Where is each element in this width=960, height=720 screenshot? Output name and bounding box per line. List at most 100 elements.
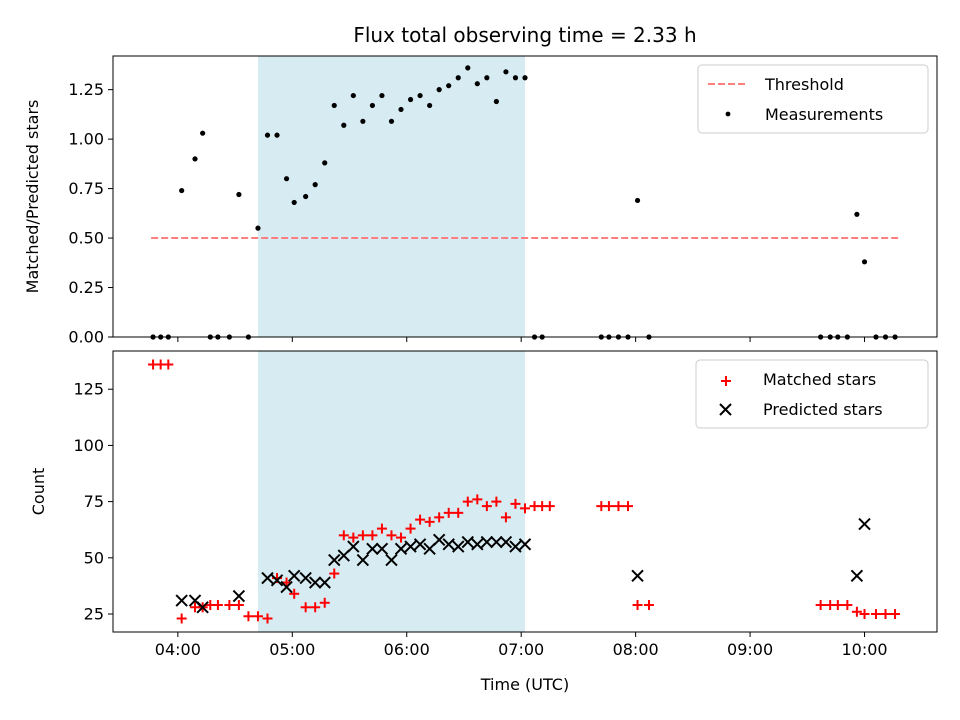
matched-star-point <box>870 609 881 620</box>
measurement-point <box>291 199 297 206</box>
predicted-star-point <box>423 542 436 556</box>
matched-star-point <box>890 609 901 620</box>
bottom-y-axis-label: Count <box>29 468 48 516</box>
matched-star-point <box>603 501 614 512</box>
measurement-point <box>179 187 185 194</box>
predicted-star-point <box>490 535 503 549</box>
measurement-point <box>331 102 337 109</box>
predicted-star-point <box>175 594 188 607</box>
bottom-axes-frame <box>112 350 938 633</box>
bottom-shaded-interval <box>257 351 525 632</box>
x-tick-label: 04:00 <box>155 640 201 659</box>
top-y-tick-label: 0.75 <box>68 179 104 198</box>
measurement-point <box>512 75 519 81</box>
measurement-point <box>427 102 433 109</box>
matched-star-point <box>338 530 349 541</box>
x-tick-label: 05:00 <box>269 640 315 659</box>
measurement-points <box>150 65 898 340</box>
matched-star-point <box>851 606 862 617</box>
predicted-star-point <box>518 538 532 551</box>
top-legend: Threshold Measurements <box>697 64 929 134</box>
bottom-x-ticks: 04:00 05:00 06:00 07:00 08:00 09:00 10:00 <box>155 632 888 659</box>
predicted-star-point <box>261 571 274 585</box>
x-tick-label: 06:00 <box>384 640 430 659</box>
predicted-star-point <box>461 535 474 549</box>
measurement-point <box>369 102 376 109</box>
matched-star-point <box>544 501 555 512</box>
matched-star-point <box>500 512 511 523</box>
count-points <box>148 359 901 624</box>
matched-star-point <box>434 512 445 523</box>
predicted-star-point <box>337 549 351 562</box>
matched-star-point <box>252 611 263 622</box>
matched-star-point <box>243 611 254 622</box>
matched-star-point <box>405 523 416 534</box>
predicted-star-point <box>196 601 209 614</box>
top-y-ticks: 0.00 0.25 0.50 0.75 1.00 1.25 <box>68 80 113 347</box>
measurement-point <box>200 130 206 136</box>
matched-star-point <box>348 532 359 543</box>
measurement-point <box>436 87 442 93</box>
predicted-star-point <box>442 538 455 551</box>
matched-star-point <box>510 498 521 509</box>
matched-star-point <box>842 600 853 611</box>
predicted-legend-swatch <box>719 403 732 416</box>
bottom-y-ticks: 25 50 75 100 125 <box>73 380 113 624</box>
predicted-star-point <box>452 540 465 553</box>
measurement-point <box>446 83 452 89</box>
measurement-point <box>192 156 198 162</box>
top-y-tick-label: 1.25 <box>68 80 104 99</box>
measurement-point <box>503 69 509 75</box>
predicted-star-point <box>280 580 293 594</box>
predicted-star-point <box>499 535 513 549</box>
legend-measurements-label: Measurements <box>765 105 883 124</box>
matched-star-point <box>212 600 223 611</box>
matched-star-point <box>396 532 407 543</box>
measurement-point <box>854 211 860 217</box>
predicted-star-point <box>270 574 284 587</box>
matched-star-point <box>415 514 426 525</box>
measurements-legend-swatch <box>725 111 731 117</box>
top-y-tick-label: 1.00 <box>68 130 104 149</box>
top-y-tick-label: 0.50 <box>68 229 104 248</box>
measurement-point <box>861 259 868 265</box>
predicted-star-point <box>375 542 389 556</box>
predicted-star-point <box>432 533 446 547</box>
matched-star-point <box>815 600 826 611</box>
matched-star-point <box>357 530 368 541</box>
predicted-star-point <box>308 576 322 589</box>
x-axis-label: Time (UTC) <box>480 675 569 694</box>
matched-star-point <box>481 501 492 512</box>
predicted-star-point <box>471 538 484 551</box>
matched-star-point <box>224 600 235 611</box>
measurement-point <box>360 118 366 124</box>
matched-star-point <box>880 609 891 620</box>
predicted-star-point <box>328 553 341 567</box>
x-tick-label: 07:00 <box>498 640 544 659</box>
top-y-axis-label: Matched/Predicted stars <box>23 100 42 294</box>
matched-star-point <box>472 494 483 505</box>
predicted-star-point <box>385 553 398 567</box>
measurement-point <box>522 75 528 81</box>
bottom-legend: Matched stars Predicted stars <box>695 359 929 429</box>
matched-star-point <box>443 507 454 518</box>
matched-star-point <box>310 602 321 613</box>
measurement-point <box>303 193 309 200</box>
predicted-star-point <box>509 540 522 553</box>
measurement-point <box>484 75 490 81</box>
top-panel: 0.00 0.25 0.50 0.75 1.00 1.25 Flux total obse… <box>23 23 938 347</box>
top-legend-box <box>697 64 929 134</box>
chart-title: Flux total observing time = 2.33 h <box>353 23 696 47</box>
predicted-star-point <box>318 576 331 589</box>
matched-star-point <box>613 501 624 512</box>
measurement-point <box>264 132 271 138</box>
matched-star-point <box>262 613 273 624</box>
x-tick-label: 09:00 <box>727 640 773 659</box>
matched-star-point <box>632 600 643 611</box>
predicted-star-point <box>404 540 417 553</box>
matched-legend-swatch <box>721 376 731 386</box>
measurement-point <box>379 92 385 99</box>
matched-star-point <box>386 530 397 541</box>
legend-predicted-label: Predicted stars <box>763 400 883 419</box>
measurement-point <box>474 81 480 87</box>
